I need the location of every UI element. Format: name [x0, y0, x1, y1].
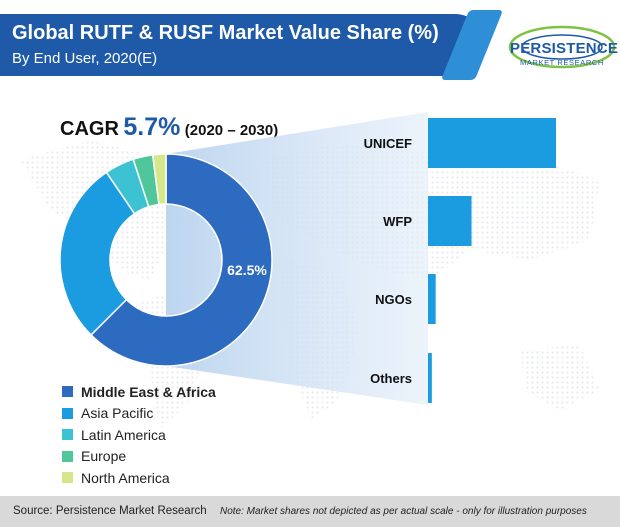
cagr-value: 5.7% — [123, 113, 181, 141]
legend-swatch — [62, 429, 73, 441]
legend: Middle East & Africa Asia Pacific Latin Am… — [62, 381, 216, 489]
funnel-highlight — [166, 112, 428, 405]
bar-category-label: WFP — [383, 214, 412, 229]
legend-swatch — [62, 407, 73, 419]
pie-slice-north-america — [151, 153, 167, 206]
legend-swatch — [62, 450, 73, 462]
chart-title: Global RUTF & RUSF Market Value Share (%… — [12, 22, 439, 44]
bar-others — [428, 353, 432, 403]
pie-slice-middle-east-africa — [89, 153, 273, 367]
logo-name: PERSISTENCE — [510, 40, 619, 57]
legend-label: Europe — [81, 448, 127, 465]
bar-category-label: NGOs — [375, 292, 412, 307]
legend-item: Asia Pacific — [62, 403, 216, 425]
legend-item: Europe — [62, 446, 216, 468]
persistence-logo-icon — [508, 25, 616, 69]
legend-item: North America — [62, 467, 216, 489]
footer: Source: Persistence Market Research Note… — [0, 496, 620, 527]
bar-category-label: UNICEF — [364, 136, 412, 151]
legend-label: North America — [81, 469, 170, 486]
source-text: Source: Persistence Market Research — [13, 505, 207, 517]
pie-data-label: 62.5% — [227, 262, 267, 278]
header-band — [0, 14, 486, 76]
note-text: Note: Market shares not depicted as per … — [220, 506, 587, 517]
bar-category-label: Others — [370, 371, 412, 386]
legend-item: Latin America — [62, 424, 216, 446]
chart-subtitle: By End User, 2020(E) — [12, 50, 158, 67]
pie-slice-asia-pacific — [59, 171, 136, 337]
bar-ngos — [428, 274, 436, 324]
legend-swatch — [62, 472, 73, 484]
legend-swatch — [62, 386, 73, 398]
cagr-period: (2020 – 2030) — [184, 122, 279, 139]
bar-unicef — [428, 118, 556, 168]
cagr-label: CAGR — [60, 118, 119, 140]
legend-label: Asia Pacific — [81, 405, 154, 422]
bar-wfp — [428, 196, 472, 246]
cagr-callout: CAGR 5.7% (2020 – 2030) — [60, 113, 278, 142]
legend-label: Latin America — [81, 426, 166, 443]
legend-label: Middle East & Africa — [81, 383, 216, 400]
logo-tagline: MARKET RESEARCH — [520, 58, 604, 67]
legend-item: Middle East & Africa — [62, 381, 216, 403]
